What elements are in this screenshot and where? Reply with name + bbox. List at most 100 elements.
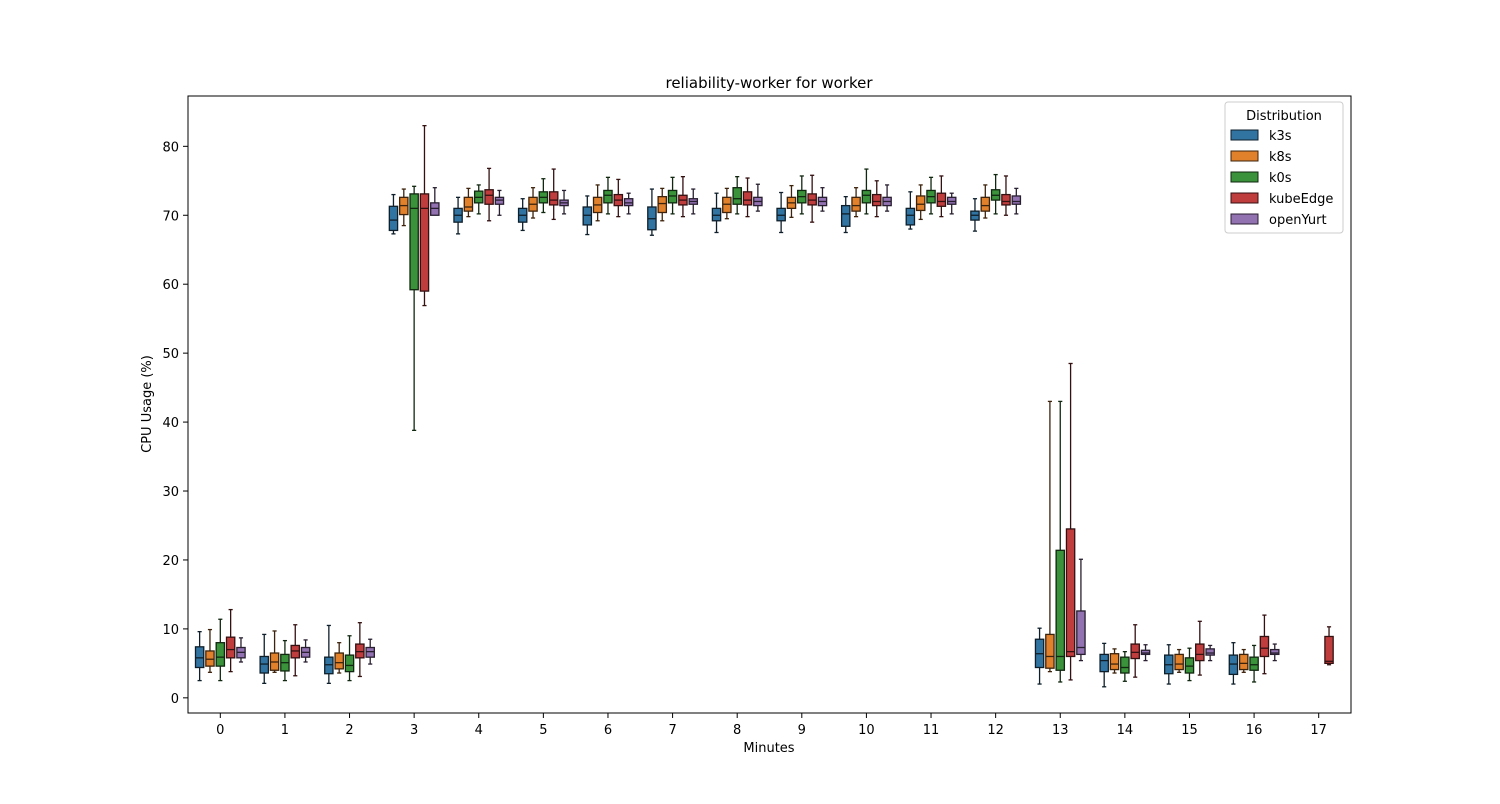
- box: [1076, 610, 1086, 656]
- x-tick-label: 8: [733, 723, 741, 738]
- x-tick-label: 14: [1117, 723, 1134, 738]
- legend-label: k8s: [1269, 150, 1292, 165]
- box: [1184, 657, 1195, 674]
- box: [225, 636, 236, 659]
- box: [1195, 643, 1205, 662]
- box: [861, 189, 872, 204]
- box: [732, 187, 742, 205]
- legend-label: k0s: [1269, 171, 1292, 186]
- plot-frame: [187, 95, 1352, 714]
- x-tick-label: 17: [1310, 723, 1327, 738]
- x-tick-label: 6: [604, 723, 612, 738]
- box: [807, 193, 817, 206]
- legend-swatch: [1230, 150, 1259, 162]
- series-k0s: [215, 168, 1259, 683]
- box: [1259, 635, 1270, 658]
- y-tick-label: 10: [162, 623, 179, 638]
- legend-label: k3s: [1269, 129, 1292, 144]
- legend-label: openYurt: [1269, 213, 1327, 228]
- box: [365, 646, 375, 658]
- x-axis-label: Minutes: [743, 741, 794, 756]
- box: [334, 652, 344, 670]
- x-tick-label: 10: [858, 723, 875, 738]
- y-axis-label: CPU Usage (%): [140, 355, 155, 453]
- series-k8s: [205, 184, 1249, 674]
- box: [205, 650, 215, 667]
- x-tick-label: 1: [281, 723, 289, 738]
- y-tick-label: 80: [162, 140, 179, 155]
- box: [851, 196, 861, 212]
- box: [840, 204, 851, 227]
- x-tick-label: 11: [923, 723, 940, 738]
- box: [667, 189, 678, 204]
- chart-title: reliability-worker for worker: [665, 74, 873, 92]
- box: [1099, 653, 1109, 673]
- box: [1065, 528, 1076, 658]
- y-axis: 0 10 20 30 40 50 60 70 80: [162, 140, 188, 707]
- y-tick-label: 70: [162, 209, 179, 224]
- legend-swatch: [1230, 213, 1259, 225]
- box: [344, 654, 355, 673]
- box: [1228, 654, 1239, 676]
- box: [1120, 656, 1130, 674]
- box: [742, 191, 753, 206]
- box: [1045, 633, 1055, 669]
- series-k3s: [194, 188, 1239, 688]
- y-tick-label: 30: [162, 485, 179, 500]
- boxes-layer: [194, 124, 1334, 688]
- x-tick-label: 0: [216, 723, 224, 738]
- box: [1249, 656, 1259, 671]
- box: [355, 643, 365, 659]
- x-tick-label: 16: [1246, 723, 1263, 738]
- x-tick-label: 4: [475, 723, 483, 738]
- x-tick-label: 5: [539, 723, 547, 738]
- y-tick-label: 20: [162, 554, 179, 569]
- box: [1055, 549, 1066, 671]
- legend-swatch: [1230, 192, 1259, 204]
- box: [388, 205, 399, 232]
- box: [946, 196, 957, 205]
- box: [722, 196, 732, 214]
- box: [905, 207, 916, 226]
- legend: Distribution k3s k8s k0s kubeEdge openYurt: [1224, 101, 1344, 234]
- box: [419, 193, 430, 292]
- x-tick-label: 12: [987, 723, 1004, 738]
- box: [936, 192, 947, 207]
- box: [871, 193, 882, 207]
- box: [776, 207, 786, 222]
- y-tick-label: 0: [171, 692, 179, 707]
- box: [494, 196, 505, 205]
- box: [1130, 643, 1140, 660]
- box: [324, 656, 334, 675]
- box: [1205, 648, 1215, 656]
- legend-swatch: [1230, 129, 1259, 141]
- series-kubeEdge: [225, 124, 1334, 681]
- box: [711, 207, 722, 222]
- box: [409, 193, 419, 291]
- legend-swatch: [1230, 171, 1259, 183]
- box: [290, 644, 301, 659]
- x-axis: 0 1 2 3 4 5 6 7 8 9 10 11 12 13 14 15 16 17: [216, 713, 1327, 738]
- box: [623, 198, 634, 207]
- box: [1109, 653, 1120, 671]
- x-tick-label: 15: [1181, 723, 1198, 738]
- legend-title: Distribution: [1246, 109, 1322, 124]
- x-tick-label: 7: [668, 723, 676, 738]
- box: [1324, 635, 1334, 665]
- box: [259, 655, 270, 674]
- legend-label: kubeEdge: [1269, 192, 1333, 207]
- y-tick-label: 60: [162, 278, 179, 293]
- box: [1269, 648, 1280, 656]
- box: [194, 646, 205, 669]
- y-tick-label: 50: [162, 347, 179, 362]
- box: [484, 189, 494, 205]
- box: [603, 189, 613, 204]
- box: [548, 191, 559, 206]
- series-openYurt: [236, 183, 1280, 665]
- box: [1011, 195, 1022, 205]
- box: [1174, 653, 1184, 671]
- x-tick-label: 13: [1052, 723, 1069, 738]
- box: [657, 196, 668, 214]
